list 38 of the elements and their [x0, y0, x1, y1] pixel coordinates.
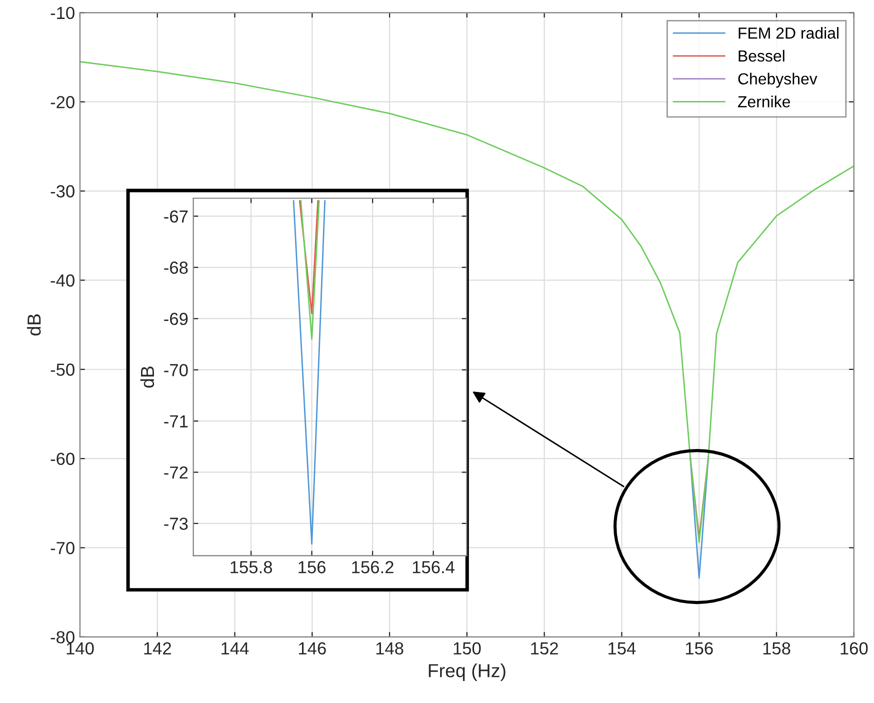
legend-label: Zernike	[738, 96, 790, 108]
y-tick-label: -60	[50, 452, 74, 466]
y-tick-label: -70	[164, 364, 188, 376]
y-tick-label: -50	[50, 364, 74, 376]
x-tick-label: 150	[454, 642, 481, 655]
x-tick-label: 160	[840, 642, 868, 655]
y-tick-label: -68	[164, 262, 188, 274]
x-tick-label: 140	[66, 642, 94, 655]
x-tick-label: 156.4	[412, 561, 455, 574]
x-tick-label: 144	[222, 642, 249, 654]
line-series	[80, 61, 854, 544]
x-axis-title: Freq (Hz)	[428, 664, 506, 681]
y-tick-label: -71	[164, 415, 188, 428]
legend-label: FEM 2D radial	[738, 27, 838, 39]
x-tick-label: 148	[376, 642, 404, 655]
y-tick-label: -20	[50, 96, 74, 108]
x-tick-label: 156.2	[352, 561, 394, 574]
x-tick-label: 142	[144, 642, 171, 654]
legend-label: Chebyshev	[738, 72, 818, 88]
y-tick-label: -67	[164, 210, 188, 223]
y-tick-label: -72	[164, 466, 188, 479]
y-axis-title: dB	[140, 366, 154, 388]
y-axis-title: dB	[26, 314, 41, 336]
y-tick-label: -80	[50, 631, 74, 644]
legend-label: Bessel	[738, 50, 784, 62]
y-tick-label: -10	[50, 6, 74, 20]
y-tick-label: -69	[164, 312, 188, 326]
x-tick-label: 152	[531, 642, 558, 655]
x-tick-label: 156	[686, 642, 713, 655]
x-tick-label: 156	[298, 561, 326, 574]
x-tick-label: 155.8	[230, 561, 272, 574]
y-tick-label: -70	[50, 542, 74, 554]
x-tick-label: 158	[763, 642, 790, 655]
x-tick-label: 154	[608, 642, 636, 655]
y-tick-label: -73	[164, 518, 188, 530]
x-tick-label: 146	[298, 642, 326, 655]
y-tick-label: -30	[50, 185, 74, 198]
y-tick-label: -40	[50, 274, 74, 287]
